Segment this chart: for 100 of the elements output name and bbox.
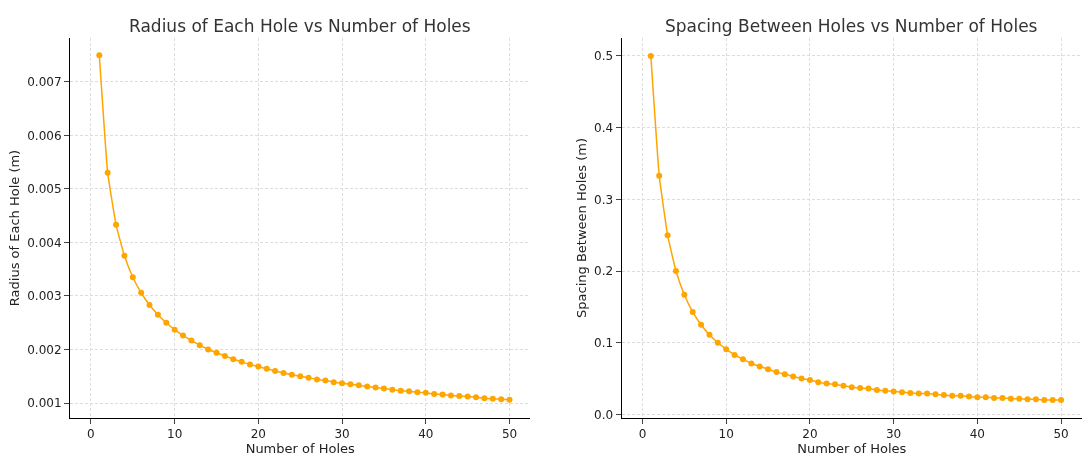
- point: [322, 377, 329, 384]
- point: [974, 394, 981, 401]
- point: [364, 383, 371, 390]
- point: [263, 365, 270, 372]
- point: [723, 346, 730, 353]
- point: [907, 389, 914, 396]
- point: [940, 392, 947, 399]
- x-tick-label: 0: [638, 427, 647, 442]
- y-tick-label: 0.001: [27, 396, 62, 411]
- point: [288, 371, 295, 378]
- y-tick-label: 0.4: [594, 120, 614, 135]
- point: [1007, 395, 1014, 402]
- y-tick-label: 0.2: [594, 264, 614, 279]
- point: [247, 361, 253, 368]
- y-tick-label: 0.006: [27, 128, 62, 143]
- point: [389, 386, 396, 393]
- point: [1016, 395, 1023, 402]
- x-tick-label: 20: [250, 427, 267, 442]
- point: [731, 351, 738, 358]
- point: [681, 291, 688, 298]
- x-axis-title: Number of Holes: [245, 441, 356, 457]
- point: [138, 289, 145, 296]
- x-tick-label: 10: [167, 427, 183, 442]
- point: [406, 388, 413, 395]
- x-tick-label: 50: [501, 427, 518, 442]
- point: [748, 360, 755, 367]
- point: [272, 367, 279, 374]
- point: [848, 384, 855, 391]
- point: [473, 394, 480, 401]
- point: [129, 274, 136, 281]
- point: [706, 331, 713, 338]
- point: [280, 370, 287, 377]
- point: [739, 356, 746, 363]
- x-tick-label: 40: [418, 427, 434, 442]
- y-axis-title: Radius of Each Hole (m): [7, 149, 23, 307]
- point: [689, 308, 696, 315]
- point: [154, 311, 161, 318]
- point: [949, 392, 956, 399]
- point: [397, 387, 404, 394]
- point: [422, 389, 429, 396]
- point: [1024, 396, 1031, 403]
- point: [104, 169, 111, 176]
- point: [999, 394, 1006, 401]
- point: [798, 375, 805, 382]
- point: [982, 394, 989, 401]
- point: [464, 393, 471, 400]
- point: [238, 358, 245, 365]
- point: [823, 380, 830, 387]
- point: [188, 337, 195, 344]
- point: [146, 302, 153, 309]
- chart-title: Spacing Between Holes vs Number of Holes: [665, 16, 1038, 36]
- y-tick-label: 0.003: [27, 289, 62, 304]
- y-tick-label: 0.002: [27, 342, 62, 357]
- point: [163, 319, 170, 326]
- point: [790, 373, 797, 380]
- point: [781, 371, 788, 378]
- point: [456, 393, 463, 400]
- point: [1032, 396, 1039, 403]
- y-tick-label: 0.007: [27, 75, 62, 90]
- y-axis-title: Spacing Between Holes (m): [574, 138, 589, 318]
- point: [113, 221, 120, 228]
- point: [890, 388, 897, 395]
- point: [355, 382, 362, 389]
- chart-title: Radius of Each Hole vs Number of Holes: [129, 16, 471, 36]
- point: [932, 391, 939, 398]
- point: [439, 391, 446, 398]
- point: [339, 380, 346, 387]
- x-tick-label: 0: [87, 427, 95, 442]
- point: [96, 52, 103, 59]
- point: [915, 390, 922, 397]
- point: [255, 363, 262, 370]
- point: [873, 387, 880, 394]
- point: [347, 381, 354, 388]
- y-tick-label: 0.004: [27, 235, 62, 250]
- point: [664, 232, 671, 239]
- x-axis-title: Number of Holes: [797, 441, 907, 457]
- point: [773, 369, 780, 376]
- point: [991, 394, 998, 401]
- point: [832, 381, 839, 388]
- point: [672, 268, 679, 275]
- point: [121, 252, 128, 259]
- point: [815, 379, 822, 386]
- point: [1049, 397, 1056, 404]
- point: [481, 395, 488, 402]
- x-tick-label: 10: [718, 427, 734, 442]
- point: [431, 390, 438, 397]
- point: [305, 374, 312, 381]
- x-tick-label: 30: [885, 427, 902, 442]
- point: [330, 379, 337, 386]
- point: [196, 342, 203, 349]
- point: [882, 387, 889, 394]
- point: [213, 349, 220, 356]
- point: [1041, 397, 1048, 404]
- y-tick-label: 0.3: [594, 192, 614, 207]
- point: [647, 52, 654, 59]
- point: [957, 392, 964, 399]
- y-tick-label: 0.1: [594, 335, 614, 350]
- point: [297, 373, 304, 380]
- point: [489, 395, 496, 402]
- point: [756, 363, 763, 370]
